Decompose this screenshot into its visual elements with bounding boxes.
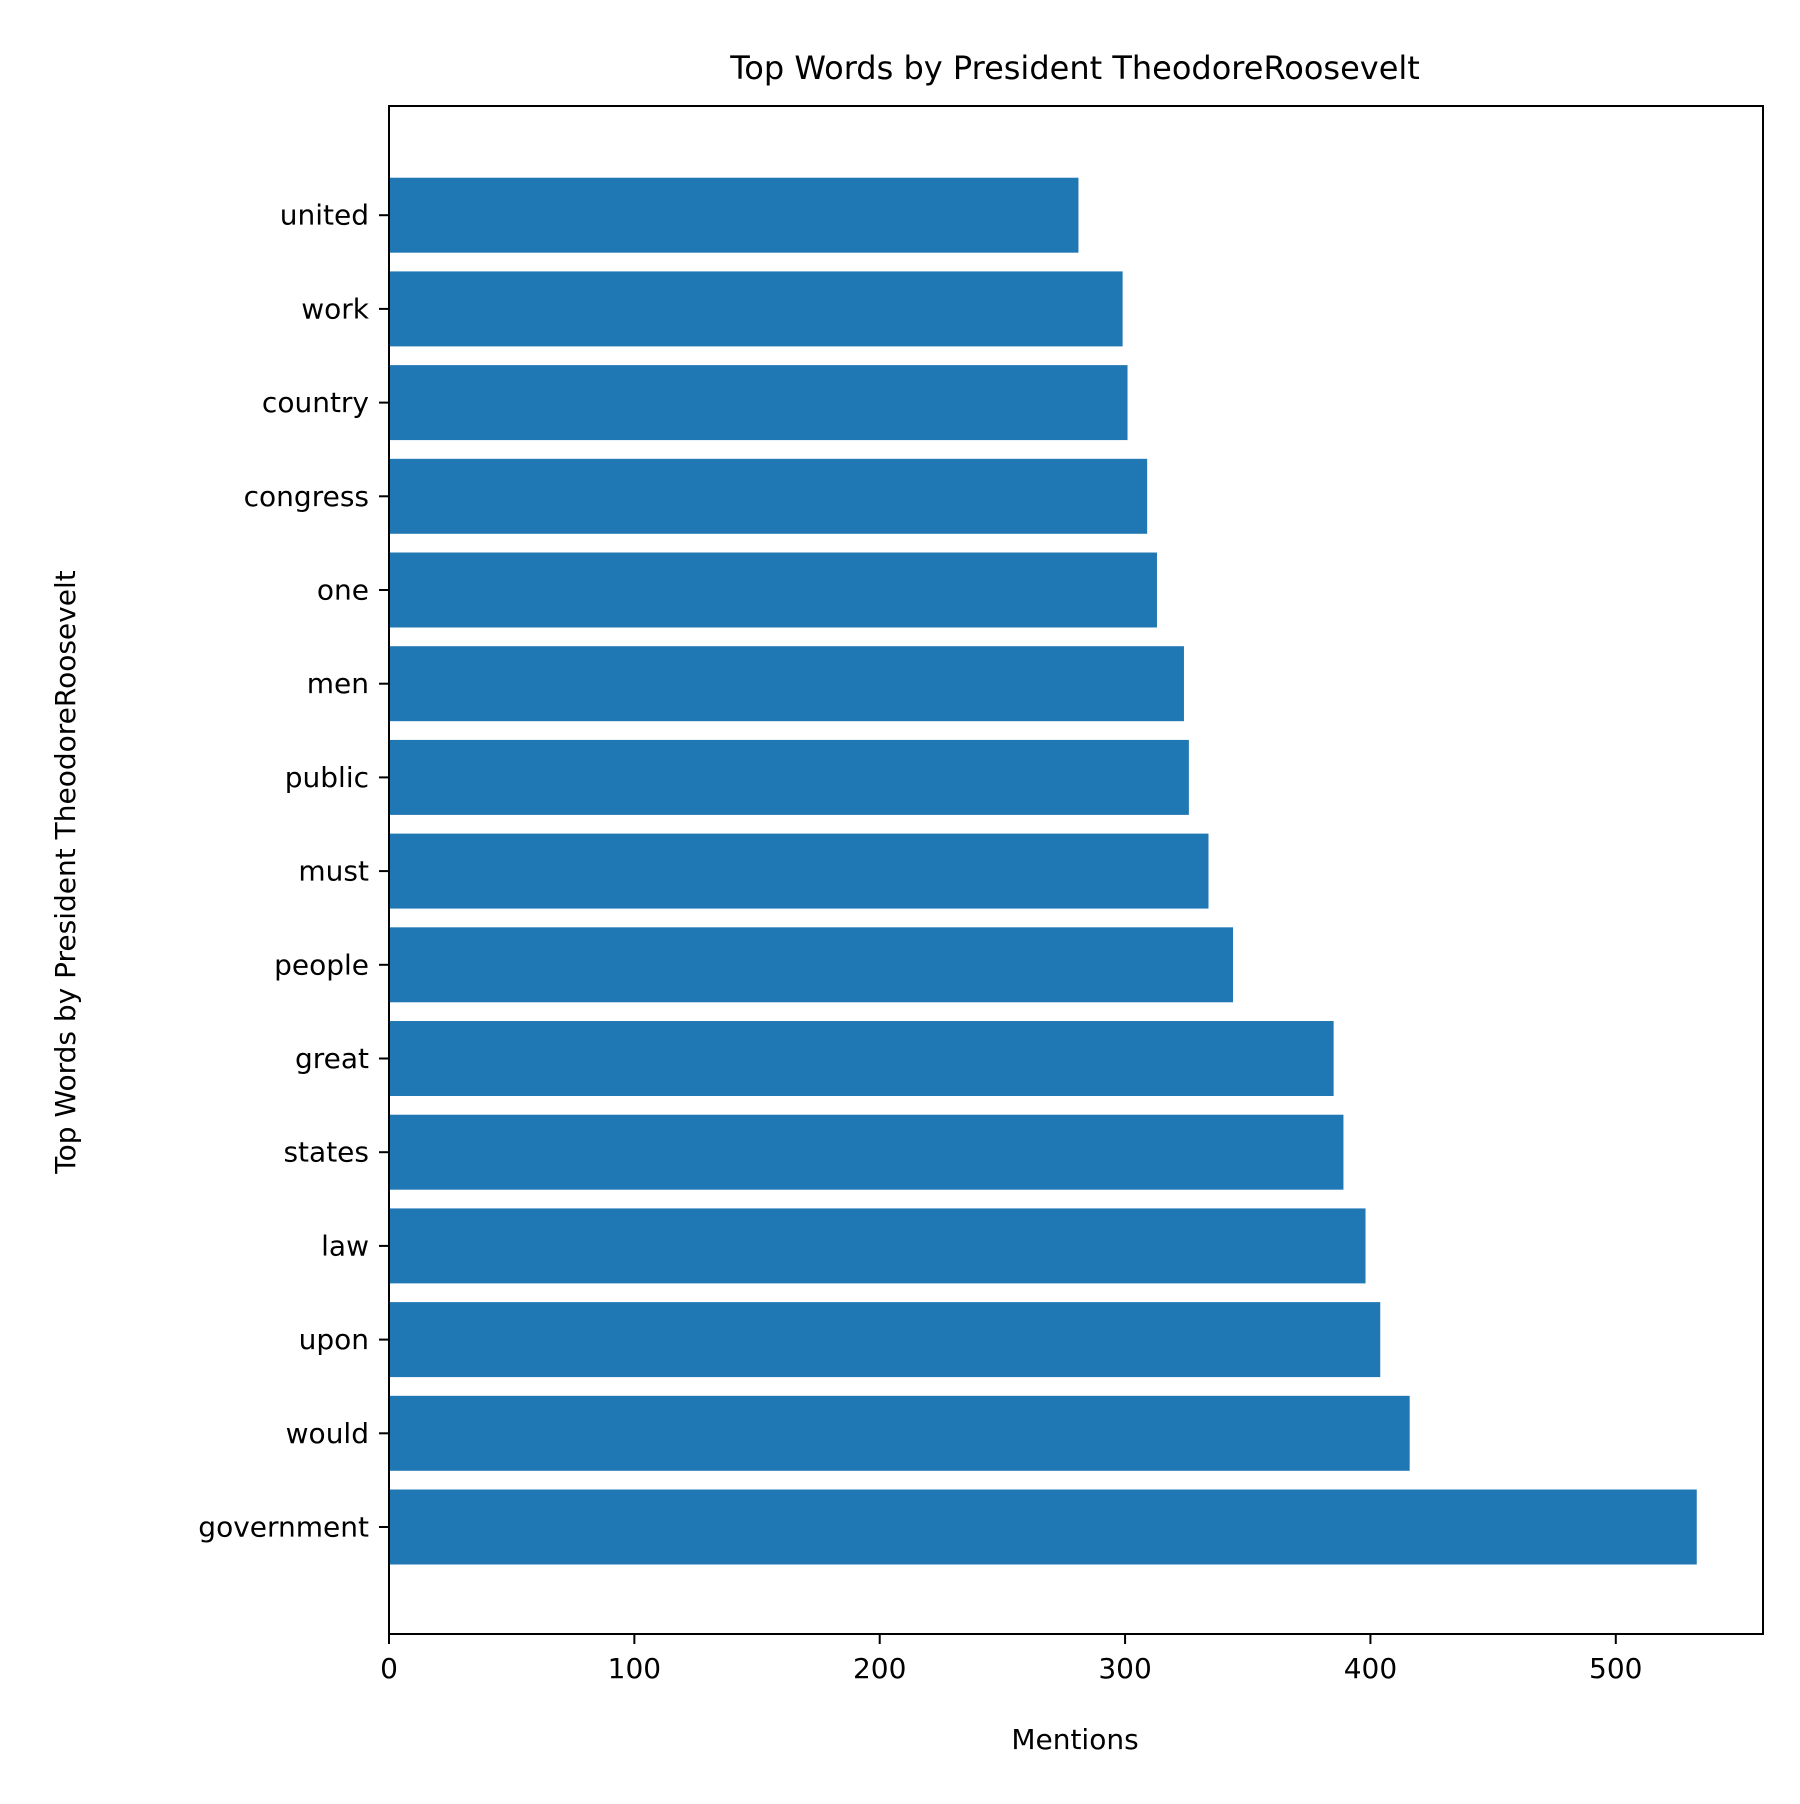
x-tick-label: 300	[1098, 1652, 1151, 1685]
x-ticks-group: 0 100 200 300 400 500	[380, 1634, 1643, 1685]
plot-frame	[388, 105, 1764, 1635]
y-tick-label: states	[283, 1136, 369, 1169]
bar-upon	[389, 1302, 1381, 1378]
y-tick-label: united	[280, 199, 369, 232]
x-tick-label: 500	[1589, 1652, 1642, 1685]
y-tick-label: upon	[299, 1323, 369, 1356]
chart-title: Top Words by President TheodoreRoosevelt	[729, 49, 1420, 87]
y-tick-label: congress	[244, 480, 369, 513]
x-tick-label: 0	[380, 1652, 398, 1685]
bar-country	[389, 365, 1128, 441]
bar-law	[389, 1208, 1366, 1284]
y-tick-label: great	[295, 1042, 369, 1075]
bar-people	[389, 927, 1234, 1003]
y-tick-label: must	[298, 855, 369, 888]
x-tick-label: 200	[853, 1652, 906, 1685]
x-tick-label: 100	[608, 1652, 661, 1685]
y-tick-label: government	[198, 1511, 369, 1544]
bar-congress	[389, 458, 1148, 534]
bar-states	[389, 1114, 1344, 1190]
bar-united	[389, 177, 1079, 253]
x-axis-label: Mentions	[1011, 1723, 1138, 1756]
bar-public	[389, 739, 1189, 815]
y-ticks-group: government would upon law states great people m…	[198, 199, 389, 1544]
y-tick-label: public	[285, 761, 369, 794]
bar-government	[389, 1489, 1697, 1565]
bar-must	[389, 833, 1209, 909]
y-axis-label: Top Words by President TheodoreRoosevelt	[49, 570, 82, 1174]
y-tick-label: country	[262, 386, 369, 419]
y-tick-label: work	[301, 292, 370, 325]
y-tick-label: people	[274, 948, 369, 981]
y-tick-label: would	[286, 1417, 369, 1450]
y-tick-label: men	[307, 667, 369, 700]
bar-work	[389, 271, 1123, 347]
y-tick-label: law	[321, 1229, 369, 1262]
bar-men	[389, 646, 1184, 722]
bars-group	[389, 177, 1697, 1565]
bar-one	[389, 552, 1157, 628]
bar-would	[389, 1395, 1410, 1471]
y-tick-label: one	[317, 574, 369, 607]
bar-great	[389, 1021, 1334, 1096]
x-tick-label: 400	[1344, 1652, 1397, 1685]
